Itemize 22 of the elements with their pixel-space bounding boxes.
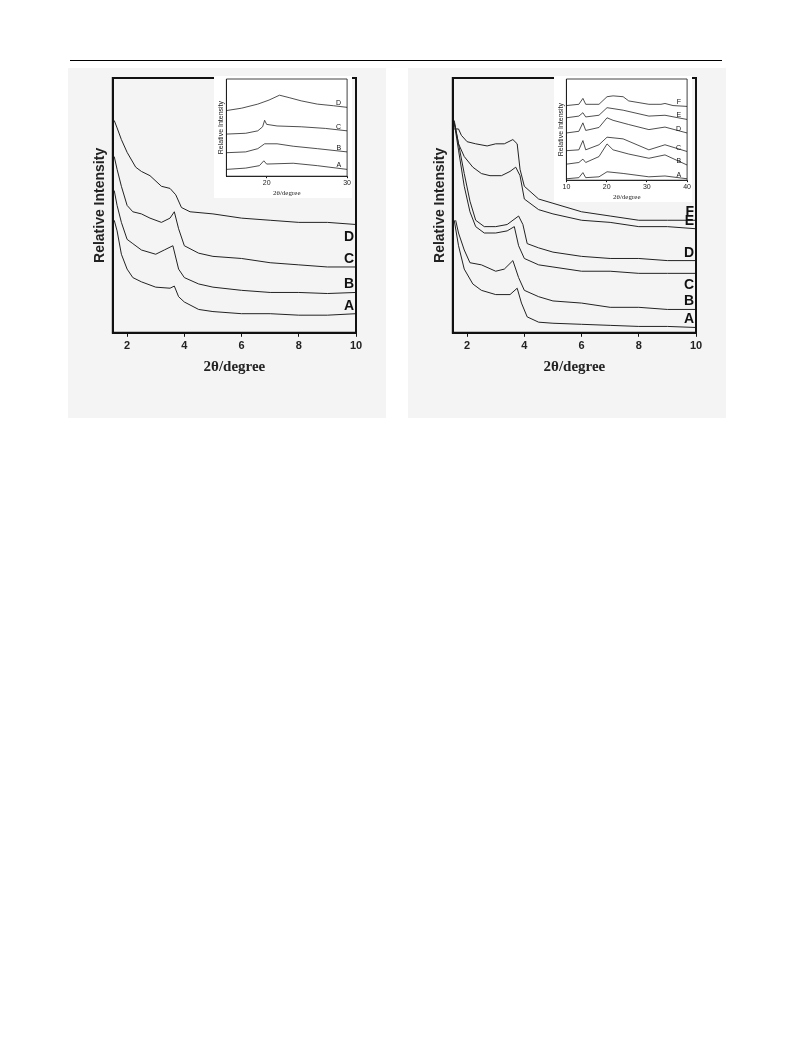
x-axis-title: 2θ/degree (543, 357, 606, 374)
x-tick-label: 10 (349, 339, 363, 352)
series-label: A (683, 310, 694, 327)
series-label: C (683, 276, 694, 293)
y-axis-title: Relative Intensity (431, 147, 448, 263)
series-label: B (343, 275, 354, 292)
x-tick-label: 4 (181, 339, 189, 352)
x-tick-label: 4 (521, 339, 529, 352)
series-label: C (343, 249, 354, 266)
series-label: D (683, 243, 694, 260)
series-label: D (343, 227, 354, 244)
x-tick-label: 8 (295, 339, 302, 352)
x-tick-label: 2 (464, 339, 471, 352)
x-tick-label: 8 (635, 339, 642, 352)
x-tick-label: 6 (238, 339, 245, 352)
series-label: A (343, 296, 354, 313)
x-tick-label: 2 (124, 339, 131, 352)
x-axis-title: 2θ/degree (203, 357, 266, 374)
y-axis-title: Relative Intensity (91, 147, 108, 263)
x-tick-label: 6 (578, 339, 585, 352)
x-tick-label: 10 (689, 339, 703, 352)
series-label: B (683, 292, 694, 309)
